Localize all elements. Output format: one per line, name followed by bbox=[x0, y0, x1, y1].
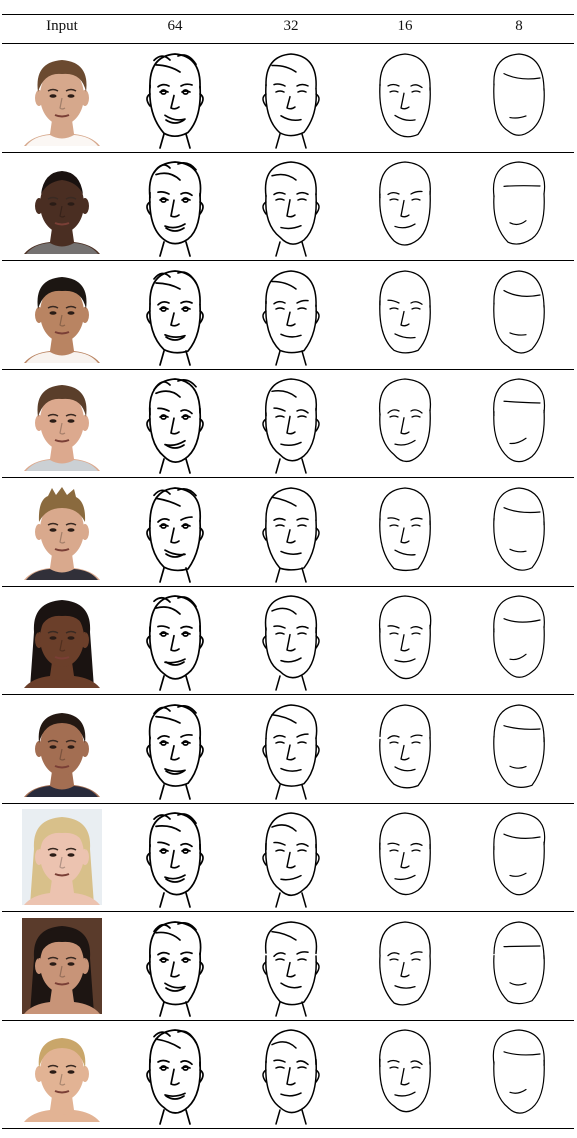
sketch-64-strokes bbox=[130, 263, 220, 367]
sketch-64-strokes bbox=[130, 914, 220, 1018]
sketch-8-strokes bbox=[474, 697, 564, 801]
sketch-64-strokes bbox=[130, 480, 220, 584]
sketch-16-strokes bbox=[360, 697, 450, 801]
column-header-64: 64 bbox=[168, 18, 183, 35]
sketch-32-strokes bbox=[246, 480, 336, 584]
sketch-64-strokes bbox=[130, 1022, 220, 1126]
sketch-8-strokes bbox=[474, 588, 564, 692]
sketch-32-strokes bbox=[246, 697, 336, 801]
row-divider bbox=[2, 260, 574, 261]
sketch-64-strokes bbox=[130, 805, 220, 909]
row-divider bbox=[2, 477, 574, 478]
row-divider bbox=[2, 586, 574, 587]
sketch-32-strokes bbox=[246, 1022, 336, 1126]
sketch-32-strokes bbox=[246, 805, 336, 909]
input-photo bbox=[22, 1026, 102, 1122]
sketch-16-strokes bbox=[360, 480, 450, 584]
input-photo bbox=[22, 809, 102, 905]
sketch-16-strokes bbox=[360, 914, 450, 1018]
row-divider bbox=[2, 803, 574, 804]
row-divider bbox=[2, 911, 574, 912]
sketch-16-strokes bbox=[360, 1022, 450, 1126]
input-photo bbox=[22, 50, 102, 146]
sketch-32-strokes bbox=[246, 371, 336, 475]
sketch-8-strokes bbox=[474, 154, 564, 258]
sketch-64-strokes bbox=[130, 697, 220, 801]
sketch-32-strokes bbox=[246, 588, 336, 692]
table-top-rule bbox=[2, 14, 574, 15]
column-header-16: 16 bbox=[398, 18, 413, 35]
input-photo bbox=[22, 701, 102, 797]
input-photo bbox=[22, 158, 102, 254]
input-photo bbox=[22, 918, 102, 1014]
row-divider bbox=[2, 1020, 574, 1021]
sketch-16-strokes bbox=[360, 46, 450, 150]
row-divider bbox=[2, 1128, 574, 1129]
row-divider bbox=[2, 152, 574, 153]
sketch-64-strokes bbox=[130, 154, 220, 258]
sketch-8-strokes bbox=[474, 805, 564, 909]
input-photo bbox=[22, 375, 102, 471]
column-header-32: 32 bbox=[284, 18, 299, 35]
sketch-8-strokes bbox=[474, 46, 564, 150]
sketch-64-strokes bbox=[130, 46, 220, 150]
sketch-8-strokes bbox=[474, 263, 564, 367]
sketch-8-strokes bbox=[474, 914, 564, 1018]
input-photo bbox=[22, 484, 102, 580]
sketch-32-strokes bbox=[246, 263, 336, 367]
sketch-32-strokes bbox=[246, 46, 336, 150]
column-header-input: Input bbox=[46, 18, 78, 35]
sketch-8-strokes bbox=[474, 371, 564, 475]
sketch-16-strokes bbox=[360, 371, 450, 475]
column-header-8: 8 bbox=[515, 18, 523, 35]
sketch-8-strokes bbox=[474, 1022, 564, 1126]
input-photo bbox=[22, 267, 102, 363]
row-divider bbox=[2, 694, 574, 695]
header-rule bbox=[2, 43, 574, 44]
sketch-32-strokes bbox=[246, 914, 336, 1018]
sketch-16-strokes bbox=[360, 588, 450, 692]
sketch-64-strokes bbox=[130, 371, 220, 475]
row-divider bbox=[2, 369, 574, 370]
input-photo bbox=[22, 592, 102, 688]
sketch-32-strokes bbox=[246, 154, 336, 258]
sketch-16-strokes bbox=[360, 805, 450, 909]
sketch-8-strokes bbox=[474, 480, 564, 584]
sketch-64-strokes bbox=[130, 588, 220, 692]
sketch-16-strokes bbox=[360, 154, 450, 258]
sketch-16-strokes bbox=[360, 263, 450, 367]
